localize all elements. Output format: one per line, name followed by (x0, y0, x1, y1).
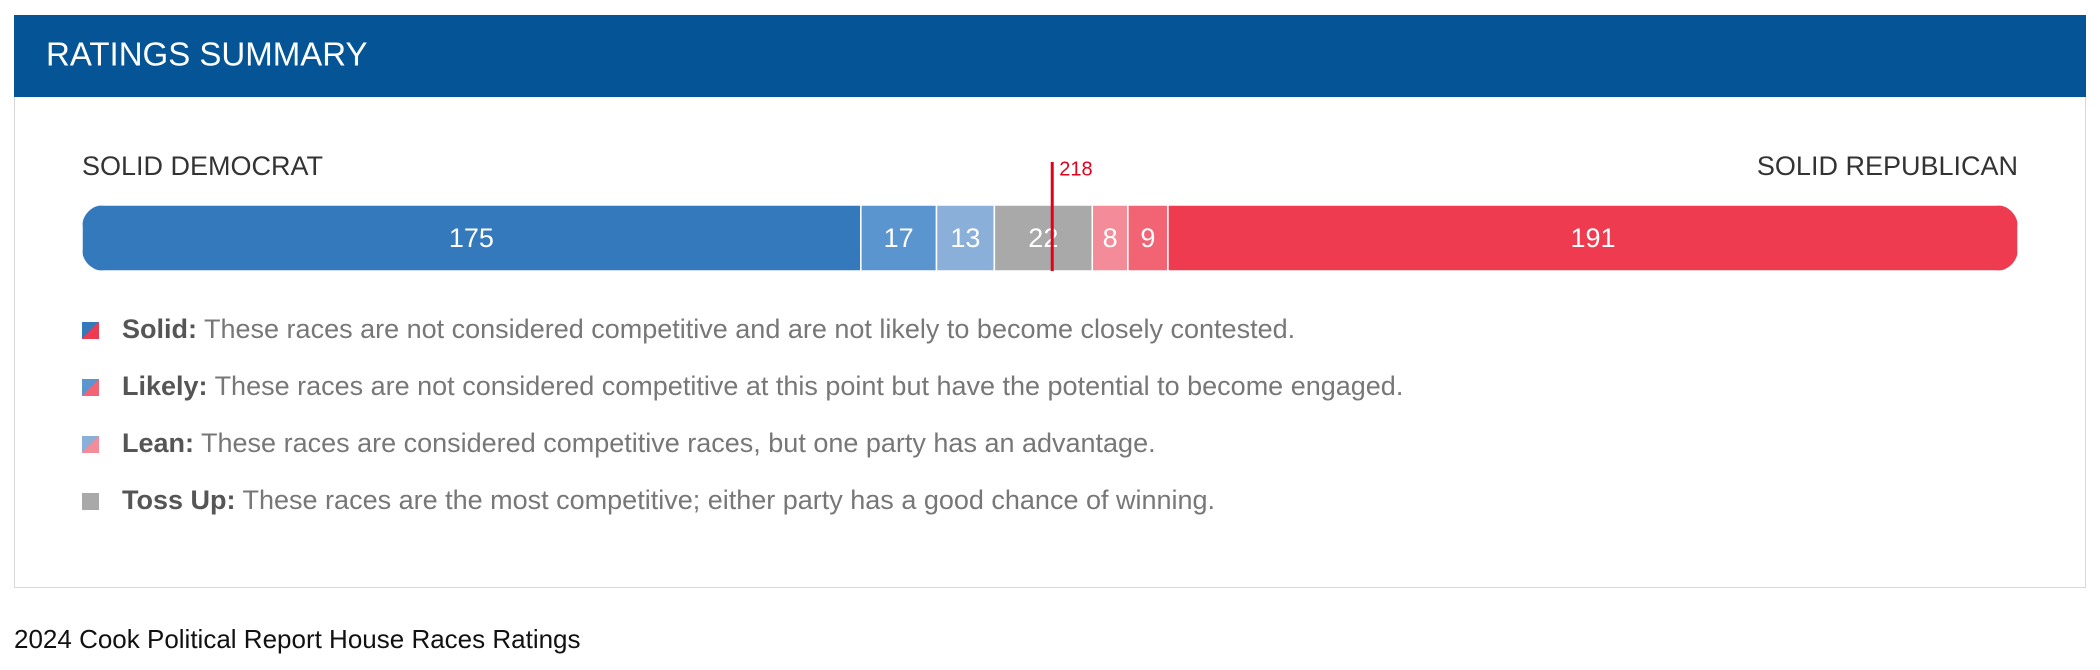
legend-item: Lean: These races are considered competi… (122, 428, 1156, 458)
legend: Solid: These races are not considered co… (82, 314, 1403, 515)
legend-text: These races are not considered competiti… (215, 371, 1404, 401)
segment-label: 8 (1103, 223, 1118, 253)
bar (82, 205, 2018, 271)
left-label: SOLID DEMOCRAT (82, 151, 323, 181)
segment-label: 191 (1570, 223, 1615, 253)
right-label: SOLID REPUBLICAN (1757, 151, 2018, 181)
segment-label: 175 (449, 223, 494, 253)
segment (1167, 205, 2018, 271)
legend-item: Toss Up: These races are the most compet… (122, 485, 1215, 515)
legend-item: Likely: These races are not considered c… (122, 371, 1403, 401)
legend-icon (82, 493, 99, 510)
segment-label: 22 (1028, 223, 1058, 253)
legend-label: Lean: (122, 428, 194, 458)
overlay: 175 17 13 22 8 9 191 218 (449, 158, 1616, 271)
segment (860, 205, 938, 271)
legend-text: These races are considered competitive r… (201, 428, 1156, 458)
legend-icon (82, 379, 99, 396)
segment (935, 205, 996, 271)
legend-label: Likely: (122, 371, 208, 401)
segment-label: 17 (884, 223, 914, 253)
legend-text: These races are the most competitive; ei… (243, 485, 1216, 515)
header-title: RATINGS SUMMARY (46, 36, 367, 73)
panel (14, 15, 2086, 588)
legend-item: Solid: These races are not considered co… (122, 314, 1295, 344)
legend-icon (82, 436, 99, 453)
legend-label: Toss Up: (122, 485, 236, 515)
legend-label: Solid: (122, 314, 197, 344)
legend-icon (82, 322, 99, 339)
caption: 2024 Cook Political Report House Races R… (14, 624, 581, 654)
legend-text: These races are not considered competiti… (204, 314, 1295, 344)
header-bar (14, 15, 2086, 97)
majority-label: 218 (1059, 158, 1092, 180)
segment-label: 9 (1140, 223, 1155, 253)
segment (82, 205, 862, 271)
segment-label: 13 (950, 223, 980, 253)
